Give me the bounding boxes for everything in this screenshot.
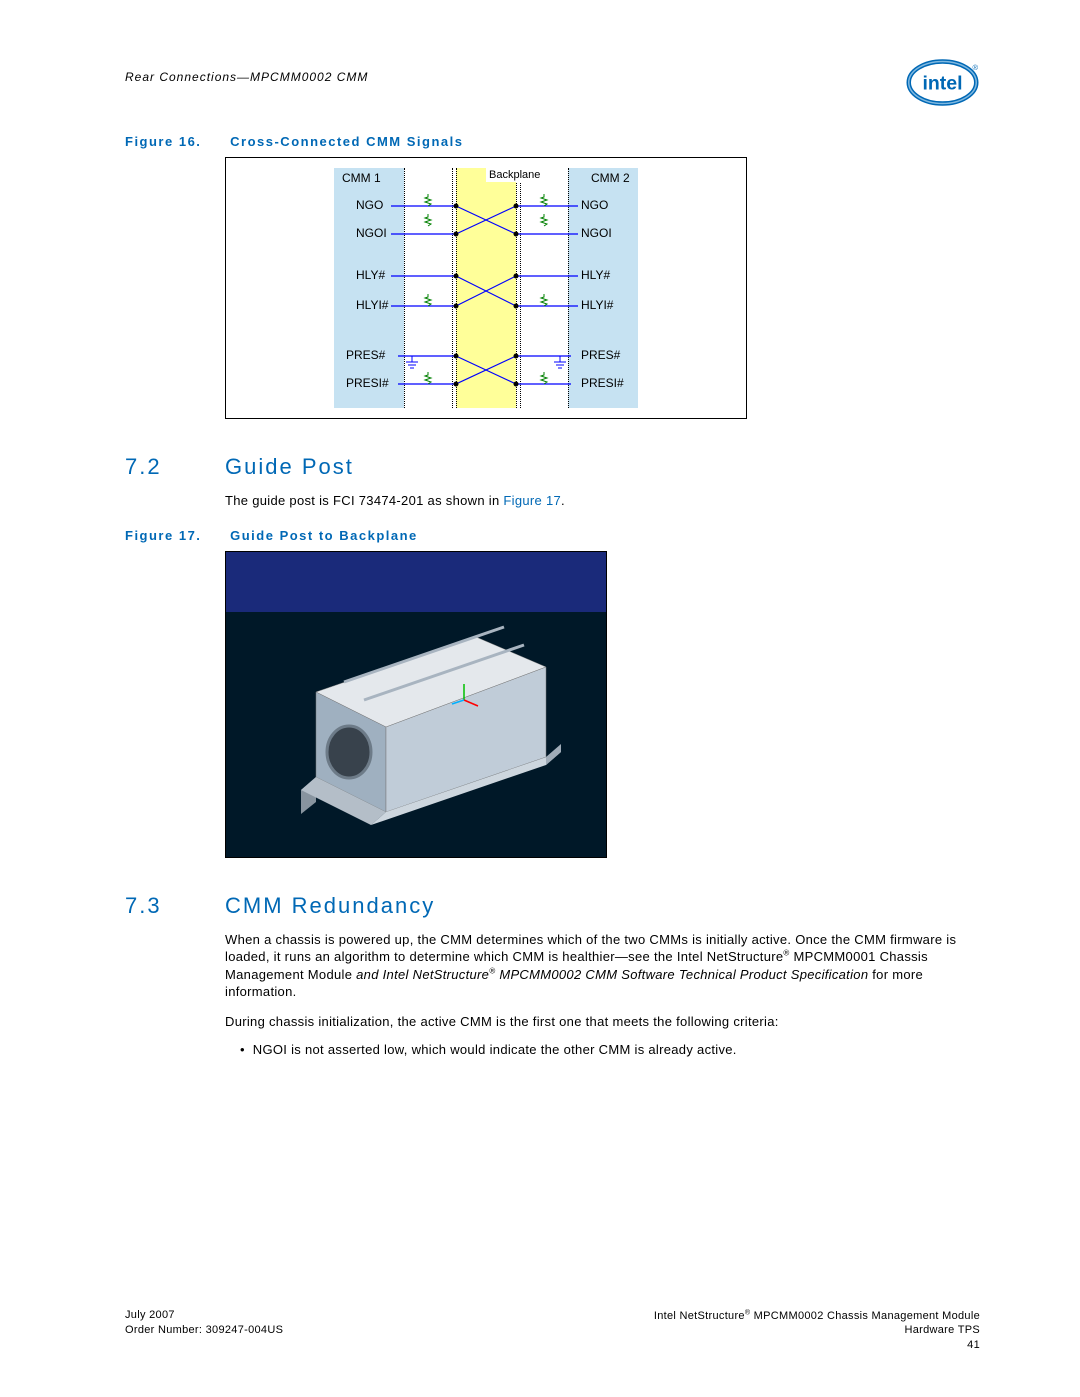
figure16-diagram: CMM 1 Backplane CMM 2 NGO NGOI HLY# HLYI… — [225, 157, 747, 419]
footer-order: Order Number: 309247-004US — [125, 1324, 283, 1336]
figure16-number: Figure 16. — [125, 134, 225, 149]
section-7-3-para1: When a chassis is powered up, the CMM de… — [225, 931, 980, 1001]
section-7-2-body: The guide post is FCI 73474-201 as shown… — [225, 492, 980, 510]
section-7-3-title: CMM Redundancy — [225, 893, 435, 919]
section-7-2-num: 7.2 — [125, 454, 225, 480]
footer-product: Intel NetStructure® MPCMM0002 Chassis Ma… — [654, 1310, 980, 1322]
section-7-2-title: Guide Post — [225, 454, 354, 480]
signal-lines — [226, 158, 746, 418]
figure16-caption: Figure 16. Cross-Connected CMM Signals — [125, 134, 980, 149]
guide-post-render — [226, 552, 606, 857]
page-footer: July 2007 Order Number: 309247-004US Int… — [125, 1308, 980, 1352]
svg-text:intel: intel — [922, 72, 962, 94]
section-7-3-bullet1: NGOI is not asserted low, which would in… — [240, 1042, 980, 1057]
figure17-image — [225, 551, 607, 858]
footer-date: July 2007 — [125, 1309, 175, 1321]
footer-page-num: 41 — [967, 1339, 980, 1351]
svg-text:®: ® — [973, 63, 979, 72]
figure16-title: Cross-Connected CMM Signals — [230, 134, 463, 149]
page-header-text: Rear Connections—MPCMM0002 CMM — [125, 70, 980, 84]
section-7-3-num: 7.3 — [125, 893, 225, 919]
figure17-title: Guide Post to Backplane — [230, 528, 418, 543]
section-7-3-para2: During chassis initialization, the activ… — [225, 1013, 980, 1031]
figure17-number: Figure 17. — [125, 528, 225, 543]
intel-logo: intel ® — [905, 55, 980, 110]
figure17-link[interactable]: Figure 17 — [503, 493, 561, 508]
footer-doc: Hardware TPS — [904, 1324, 980, 1336]
figure17-caption: Figure 17. Guide Post to Backplane — [125, 528, 980, 543]
